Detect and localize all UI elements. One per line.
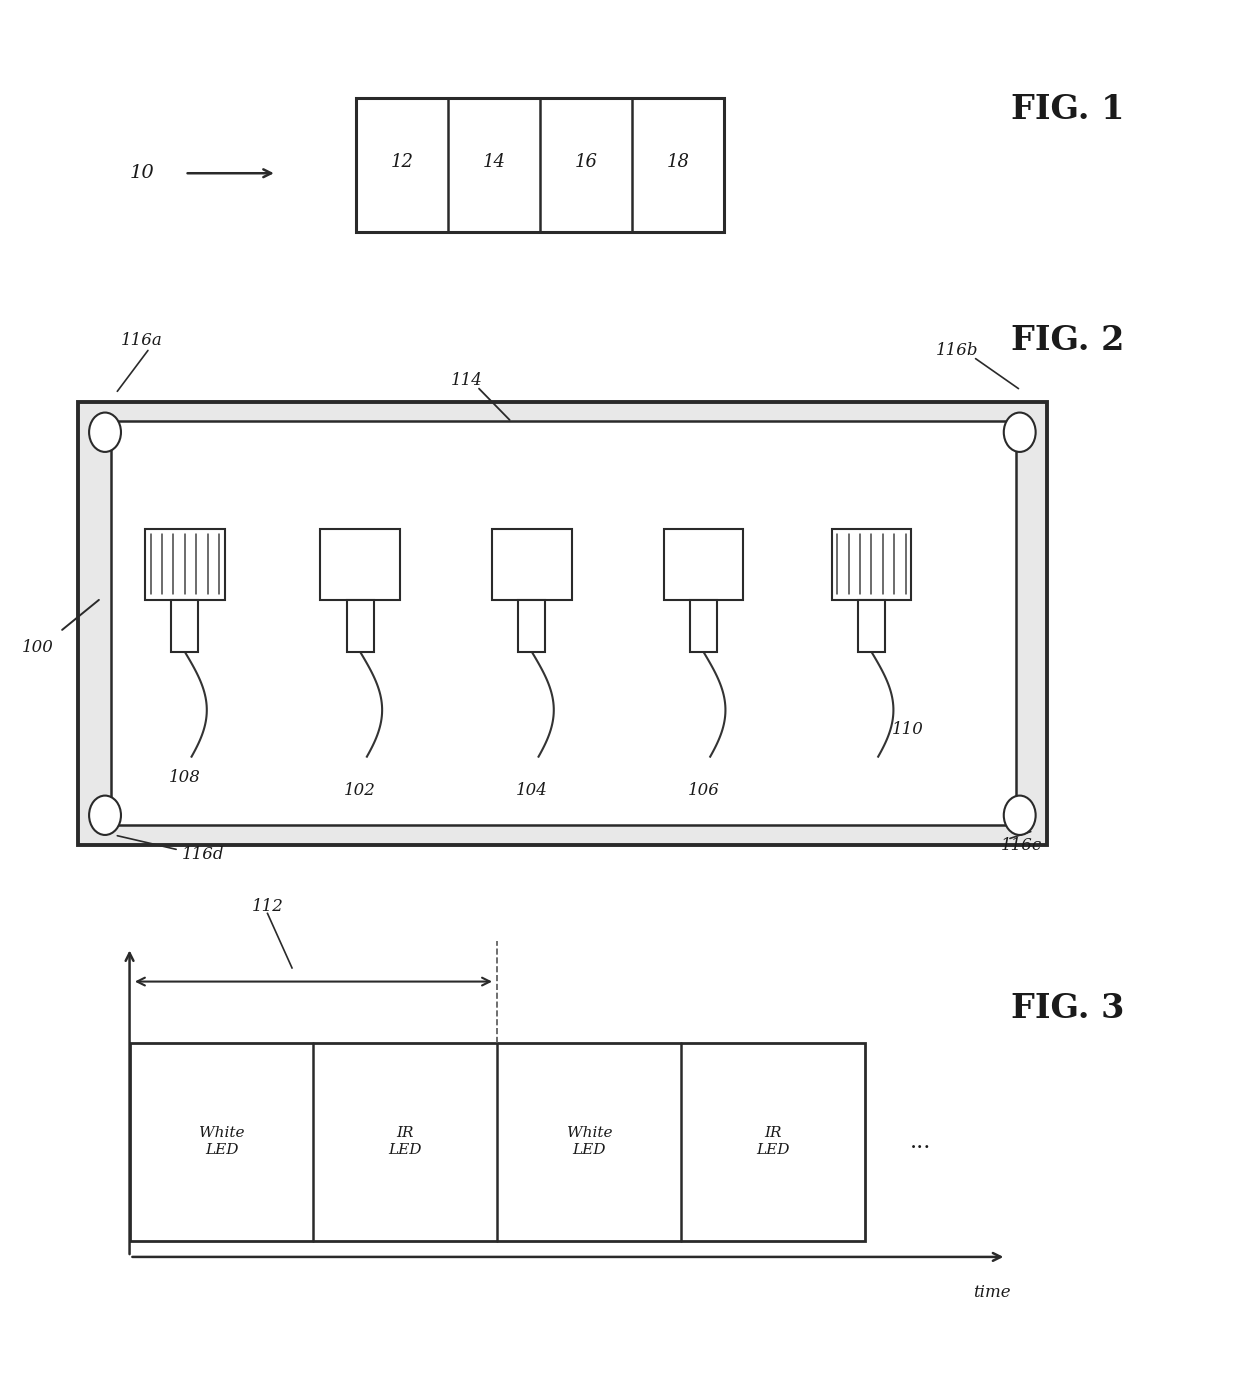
Text: IR
LED: IR LED: [388, 1126, 422, 1158]
Bar: [356, 98, 724, 231]
Ellipse shape: [89, 796, 122, 834]
Text: 116b: 116b: [936, 341, 978, 359]
Bar: [492, 529, 572, 600]
Text: 10: 10: [129, 164, 154, 182]
Bar: [171, 600, 198, 651]
Text: 108: 108: [169, 768, 201, 786]
Bar: [346, 600, 373, 651]
Text: 104: 104: [516, 782, 548, 799]
Bar: [78, 402, 1047, 845]
Text: 18: 18: [667, 153, 689, 171]
Bar: [112, 421, 1016, 825]
Ellipse shape: [89, 413, 122, 452]
Bar: [518, 600, 546, 651]
Ellipse shape: [1003, 796, 1035, 834]
Text: 114: 114: [451, 372, 482, 388]
Text: 16: 16: [575, 153, 598, 171]
Bar: [689, 600, 717, 651]
Text: 102: 102: [345, 782, 376, 799]
Bar: [145, 529, 224, 600]
Bar: [320, 529, 401, 600]
Text: ...: ...: [910, 1131, 931, 1153]
Text: 116d: 116d: [182, 847, 224, 863]
Text: White
LED: White LED: [198, 1126, 244, 1158]
Bar: [832, 529, 911, 600]
Text: time: time: [972, 1283, 1011, 1301]
Text: 14: 14: [482, 153, 506, 171]
Text: 12: 12: [391, 153, 414, 171]
Text: FIG. 2: FIG. 2: [1011, 325, 1125, 358]
Text: 106: 106: [687, 782, 719, 799]
Text: 100: 100: [21, 639, 53, 655]
Ellipse shape: [1003, 413, 1035, 452]
Text: FIG. 3: FIG. 3: [1011, 993, 1125, 1026]
Text: 110: 110: [893, 722, 924, 738]
Text: 112: 112: [252, 898, 284, 916]
Bar: [129, 1042, 866, 1241]
Bar: [663, 529, 743, 600]
Text: 116a: 116a: [122, 332, 162, 350]
Text: FIG. 1: FIG. 1: [1011, 92, 1125, 125]
Text: White
LED: White LED: [567, 1126, 613, 1158]
Text: 116c: 116c: [1001, 837, 1042, 854]
Bar: [858, 600, 885, 651]
Text: IR
LED: IR LED: [756, 1126, 790, 1158]
